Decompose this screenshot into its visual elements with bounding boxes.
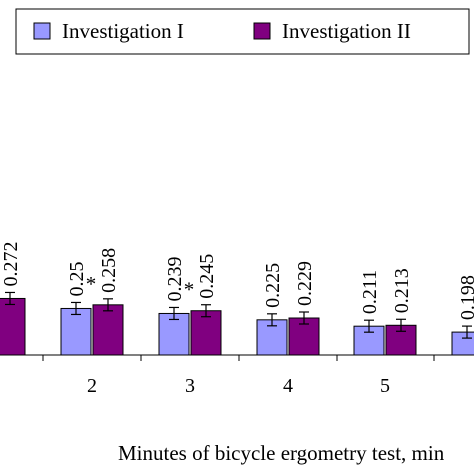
significance-star: * — [184, 278, 195, 302]
legend-label-investigation-1: Investigation I — [62, 19, 184, 43]
legend-swatch-investigation-1 — [33, 22, 51, 40]
bar-1 — [60, 307, 92, 356]
data-label: 0.239 — [164, 256, 186, 301]
data-label: 0.258 — [98, 248, 120, 293]
plot-area: 10.272*20.250.258*30.2390.245*40.2250.22… — [0, 241, 474, 397]
data-label: 0.229 — [294, 261, 316, 306]
data-label: 0.211 — [359, 270, 381, 314]
data-label: 0.25 — [66, 261, 88, 296]
bar-2 — [0, 297, 26, 356]
data-label: 0.245 — [196, 254, 218, 299]
x-tick-label: 2 — [87, 375, 97, 397]
data-label: 0.225 — [262, 263, 284, 308]
bar-1 — [451, 331, 474, 356]
data-label: 0.198 — [457, 275, 474, 320]
bar-2 — [190, 310, 222, 356]
legend-label-investigation-2: Investigation II — [282, 19, 411, 43]
legend: Investigation I Investigation II — [15, 8, 470, 55]
significance-star: * — [86, 272, 97, 296]
data-label: 0.272 — [0, 241, 22, 286]
x-tick-label: 5 — [380, 375, 390, 397]
data-label: 0.213 — [391, 268, 413, 313]
x-axis-title: Minutes of bicycle ergometry test, min — [118, 441, 445, 465]
x-tick-label: 4 — [283, 375, 293, 397]
legend-swatch-investigation-2 — [253, 22, 271, 40]
x-tick-label: 3 — [185, 375, 195, 397]
legend-box — [15, 8, 470, 55]
bar-2 — [92, 304, 124, 356]
